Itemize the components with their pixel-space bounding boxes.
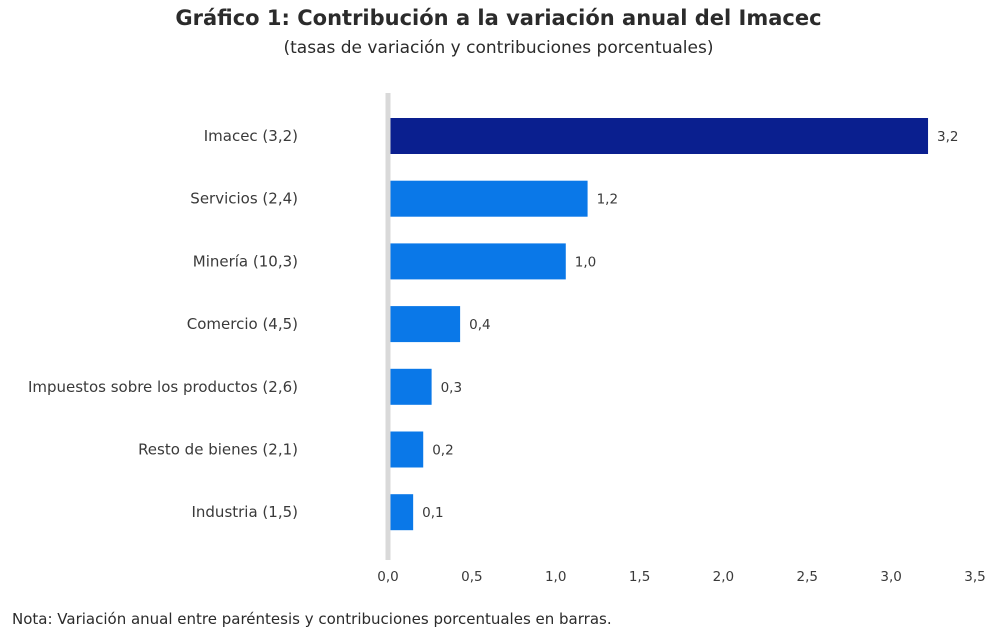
category-label-3: Comercio (4,5): [187, 315, 298, 333]
value-label-5: 0,2: [432, 443, 453, 459]
x-tick-label-7: 3,5: [964, 569, 985, 585]
x-tick-label-5: 2,5: [797, 569, 818, 585]
bar-1: [388, 180, 588, 217]
category-label-5: Resto de bienes (2,1): [138, 441, 298, 459]
x-tick-label-2: 1,0: [545, 569, 566, 585]
value-label-6: 0,1: [422, 505, 443, 521]
category-label-2: Minería (10,3): [193, 252, 298, 270]
category-label-4: Impuestos sobre los productos (2,6): [28, 378, 298, 396]
bar-chart: Imacec (3,2) 3,2 Servicios (2,4) 1,2 Minería…: [28, 93, 986, 585]
bar-3: [388, 306, 461, 343]
bar-0: [388, 118, 929, 154]
category-label-0: Imacec (3,2): [204, 127, 298, 145]
chart-title: Gráfico 1: Contribución a la variación a…: [175, 6, 822, 30]
category-label-1: Servicios (2,4): [190, 190, 298, 208]
x-tick-label-0: 0,0: [377, 569, 398, 585]
chart-footnote: Nota: Variación anual entre paréntesis y…: [12, 610, 612, 628]
value-label-2: 1,0: [575, 254, 596, 270]
bar-5: [388, 431, 424, 468]
bar-6: [388, 494, 414, 531]
value-label-1: 1,2: [597, 192, 618, 208]
x-tick-label-4: 2,0: [713, 569, 734, 585]
chart-subtitle: (tasas de variación y contribuciones por…: [283, 38, 714, 58]
bar-2: [388, 243, 566, 280]
value-label-4: 0,3: [441, 380, 462, 396]
x-tick-label-3: 1,5: [629, 569, 650, 585]
category-label-6: Industria (1,5): [191, 503, 298, 521]
x-tick-label-6: 3,0: [880, 569, 901, 585]
value-label-0: 3,2: [937, 129, 958, 145]
x-tick-label-1: 0,5: [461, 569, 482, 585]
value-label-3: 0,4: [469, 317, 490, 333]
bar-4: [388, 368, 432, 405]
